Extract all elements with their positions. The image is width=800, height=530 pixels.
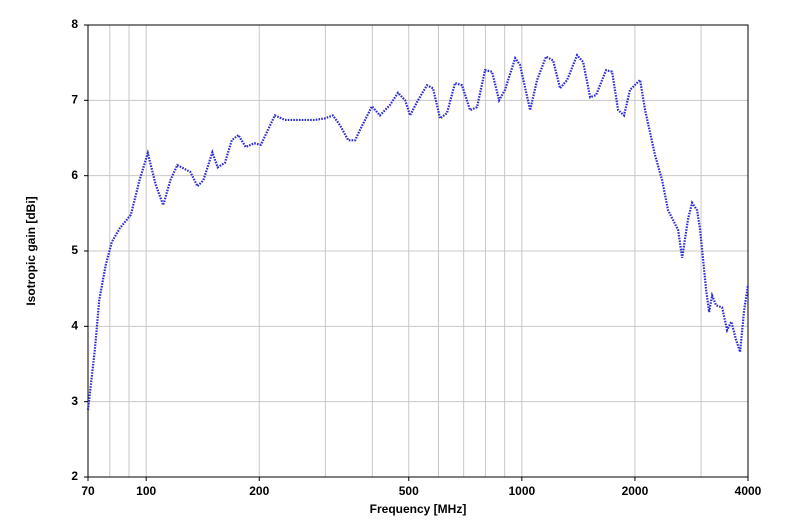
plot-frame <box>87 24 749 478</box>
y-tick-label: 2 <box>71 469 78 483</box>
data-line <box>86 53 750 411</box>
x-tick-label: 500 <box>399 484 419 498</box>
x-tick-label: 100 <box>136 484 156 498</box>
y-tick-label: 5 <box>71 243 78 257</box>
y-tick-label: 4 <box>71 319 78 333</box>
y-tick-label: 3 <box>71 394 78 408</box>
y-tick-label: 6 <box>71 168 78 182</box>
y-tick-label: 8 <box>71 17 78 31</box>
x-tick-label: 70 <box>81 484 95 498</box>
x-tick-label: 4000 <box>735 484 762 498</box>
y-tick-label: 7 <box>71 93 78 107</box>
y-axis-title: Isotropic gain [dBi] <box>24 196 38 305</box>
x-tick-label: 1000 <box>508 484 535 498</box>
x-axis-title: Frequency [MHz] <box>370 502 467 516</box>
x-tick-label: 2000 <box>622 484 649 498</box>
x-tick-label: 200 <box>249 484 269 498</box>
